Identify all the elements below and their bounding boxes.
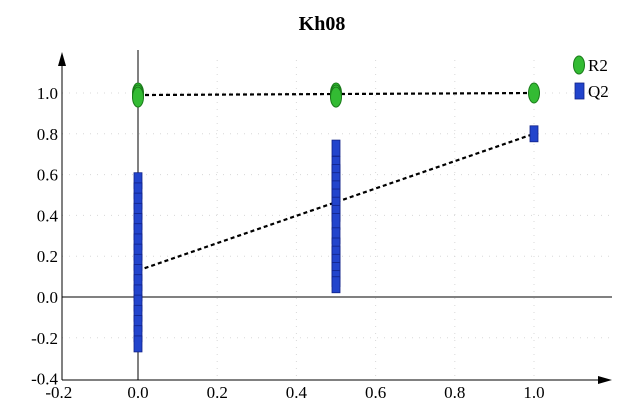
x-tick-label: 1.0 bbox=[523, 383, 544, 400]
y-tick-label: 0.0 bbox=[37, 288, 58, 307]
data-point-q2 bbox=[331, 139, 341, 157]
data-points bbox=[132, 82, 540, 353]
x-tick-label: 0.4 bbox=[286, 383, 308, 400]
legend-marker-q2 bbox=[574, 82, 585, 100]
legend-marker-r2 bbox=[573, 55, 585, 75]
y-tick-label: 0.6 bbox=[37, 166, 58, 185]
y-axis-arrow bbox=[58, 52, 66, 66]
x-tick-label: 0.2 bbox=[207, 383, 228, 400]
data-point-r2 bbox=[528, 82, 540, 104]
y-tick-label: 1.0 bbox=[37, 84, 58, 103]
y-tick-label: 0.4 bbox=[37, 206, 59, 225]
y-tick-label: 0.8 bbox=[37, 125, 58, 144]
x-axis-arrow bbox=[598, 376, 612, 384]
data-point-r2 bbox=[330, 86, 342, 108]
data-point-q2 bbox=[331, 213, 341, 230]
data-point-r2 bbox=[132, 86, 144, 108]
chart-title: Kh08 bbox=[299, 13, 346, 35]
x-tick-label: 0.0 bbox=[127, 383, 148, 400]
x-tick-label: 0.6 bbox=[365, 383, 386, 400]
x-tick-label: 0.8 bbox=[444, 383, 465, 400]
data-point-q2 bbox=[331, 276, 341, 294]
y-tick-label: 0.2 bbox=[37, 247, 58, 266]
data-point-q2 bbox=[133, 335, 143, 353]
x-tick-label: -0.2 bbox=[45, 383, 72, 400]
tick-labels: -0.4-0.20.00.20.40.60.81.0-0.2 0.0 0.2 0.4 0… bbox=[31, 84, 545, 400]
legend-label-q2: Q2 bbox=[588, 82, 609, 101]
y-tick-label: -0.4 bbox=[31, 370, 58, 389]
y-tick-label: -0.2 bbox=[31, 329, 58, 348]
data-point-q2 bbox=[529, 125, 539, 143]
legend-label-r2: R2 bbox=[588, 56, 608, 75]
